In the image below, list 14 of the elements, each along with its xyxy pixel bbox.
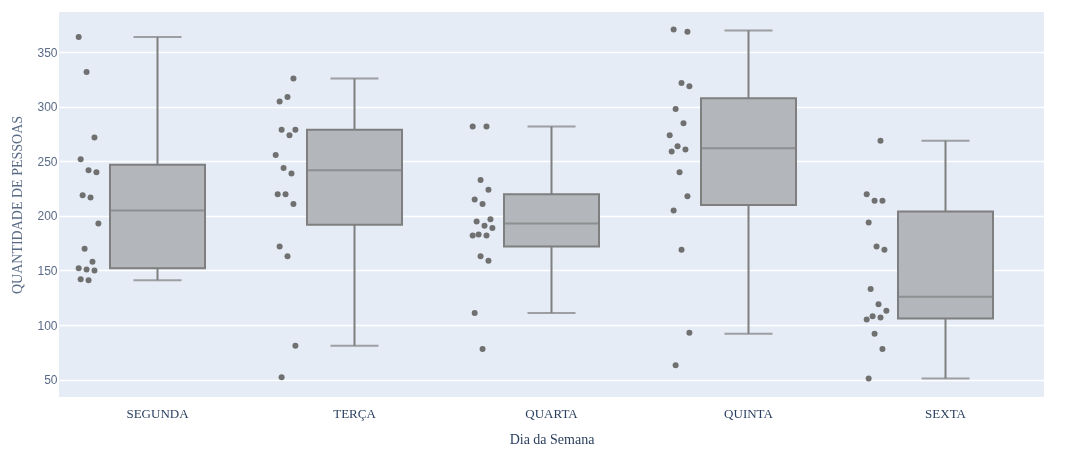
y-tick-label: 300 xyxy=(37,100,58,115)
x-tick-label: QUARTA xyxy=(525,405,579,421)
y-tick-label: 350 xyxy=(37,45,58,60)
y-tick-label: 200 xyxy=(37,209,58,224)
y-tick-label: 250 xyxy=(37,154,58,169)
x-tick-label: SEGUNDA xyxy=(126,405,190,421)
x-tick-label: TERÇA xyxy=(333,405,377,421)
y-tick-label: 100 xyxy=(37,318,58,333)
y-tick-label: 150 xyxy=(37,263,58,278)
y-tick-label: 50 xyxy=(44,373,58,388)
x-tick-label: QUINTA xyxy=(724,405,774,421)
x-axis-title: Dia da Semana xyxy=(509,431,596,447)
y-axis-title: QUANTIDADE DE PESSOAS xyxy=(10,115,26,295)
x-tick-label: SEXTA xyxy=(925,405,967,421)
